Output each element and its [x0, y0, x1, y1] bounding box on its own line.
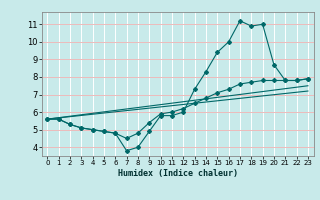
X-axis label: Humidex (Indice chaleur): Humidex (Indice chaleur) — [118, 169, 237, 178]
